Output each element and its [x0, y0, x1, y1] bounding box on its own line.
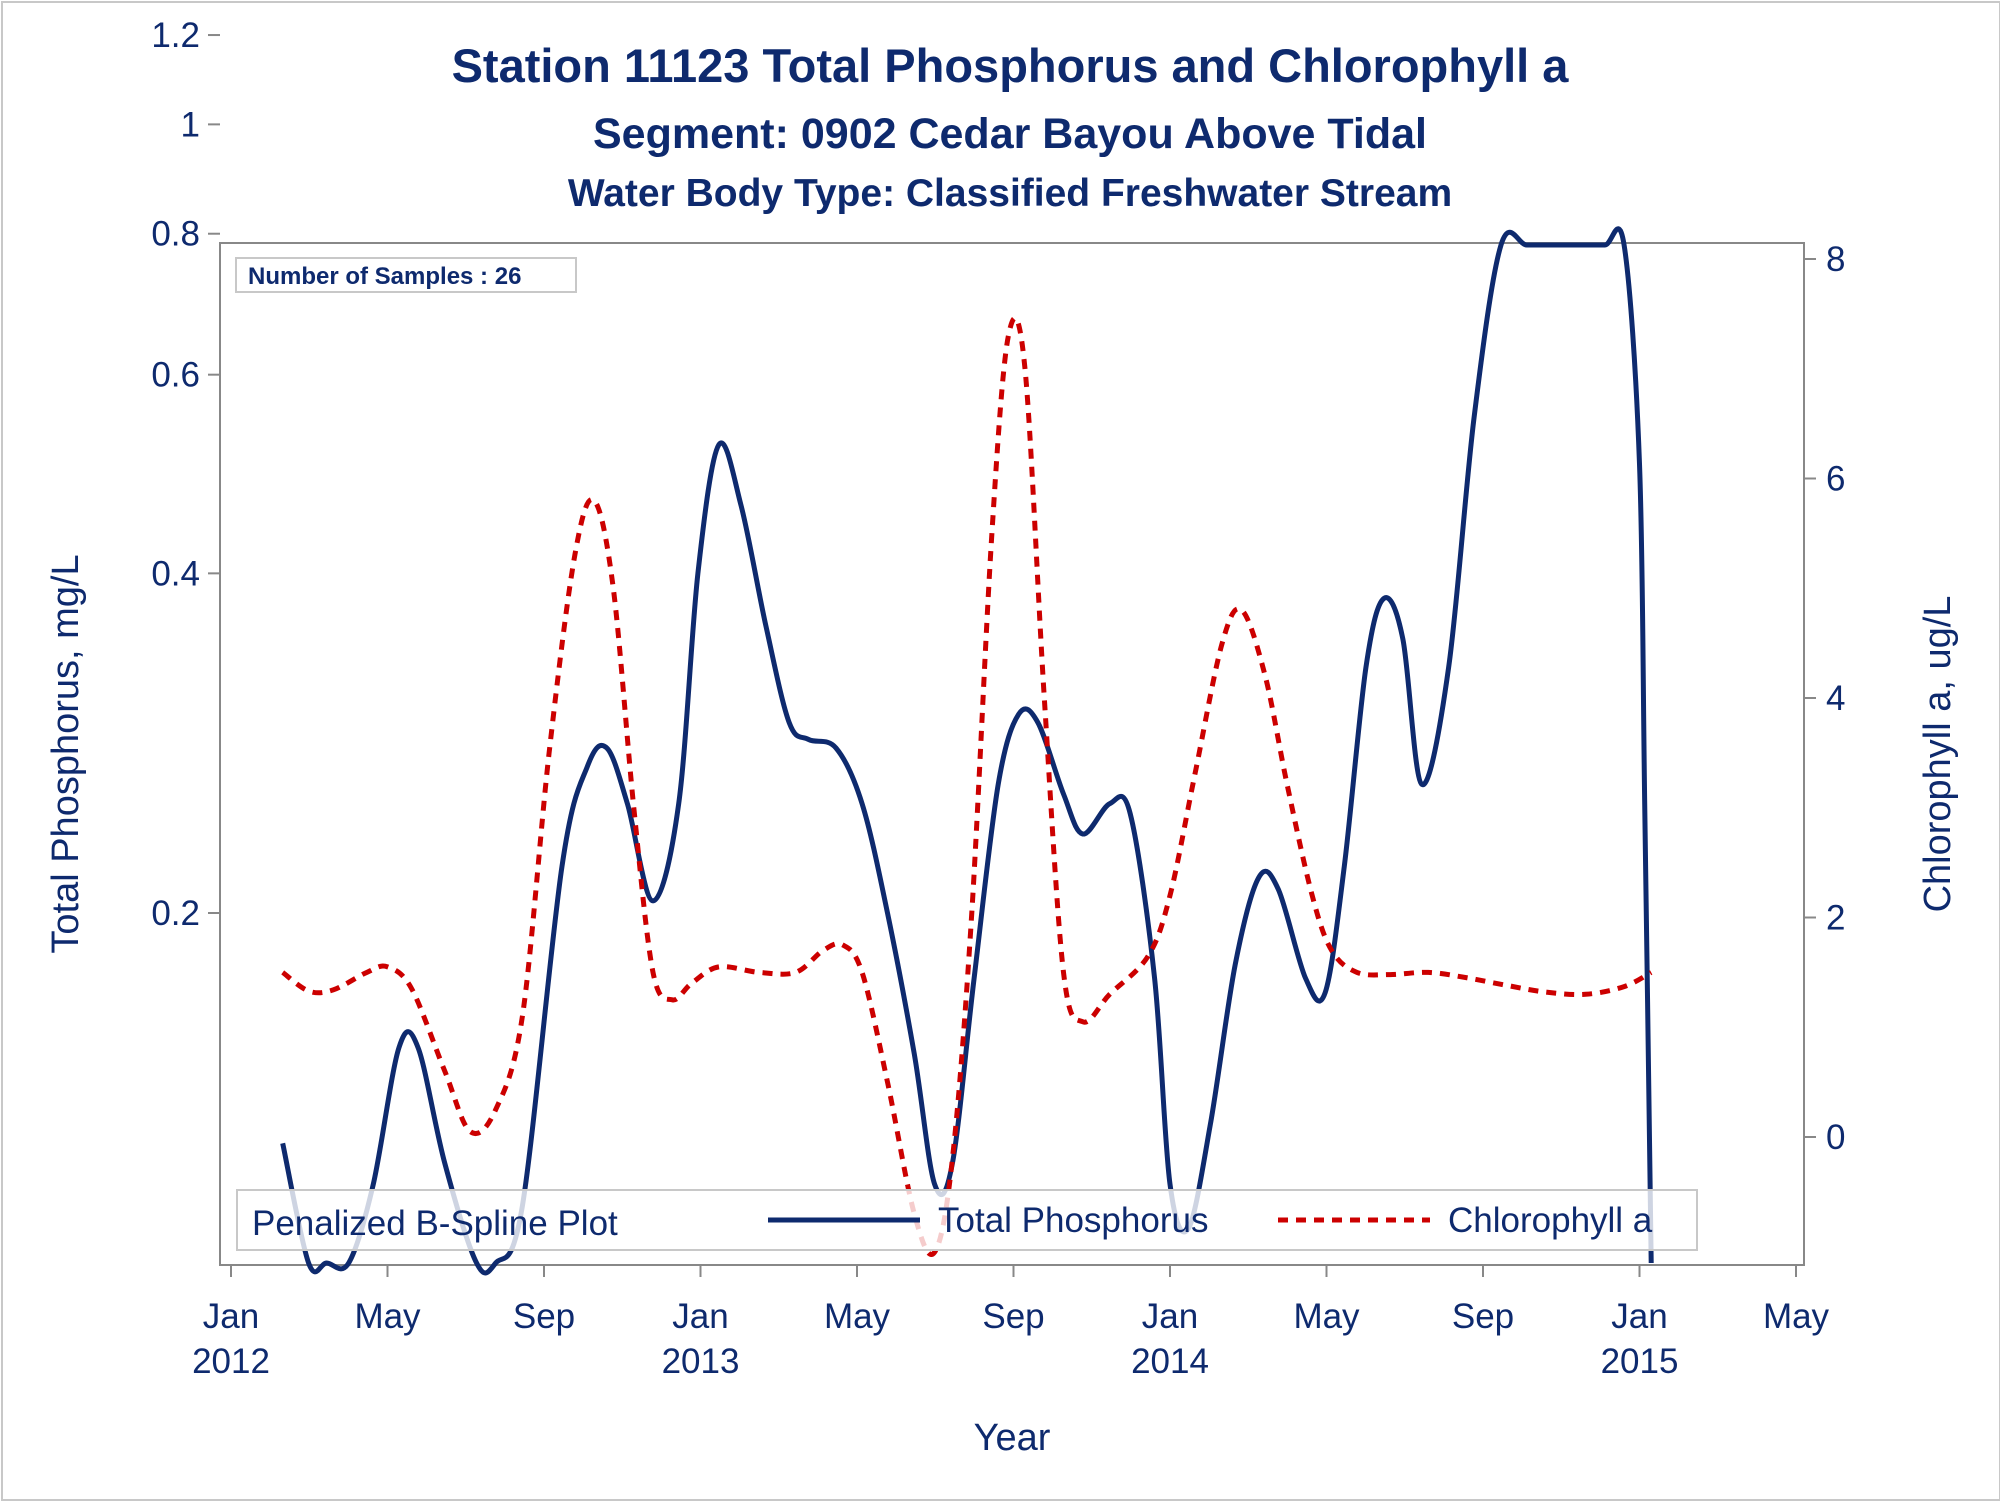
y-right-tick-label: 2	[1826, 899, 1845, 938]
x-tick-label-month: Jan	[1142, 1297, 1198, 1336]
x-tick-label-year: 2012	[192, 1342, 270, 1381]
series-line-chlorophyll	[281, 315, 1653, 1257]
y-right-tick-label: 0	[1826, 1118, 1845, 1157]
chart-subtitle-segment: Segment: 0902 Cedar Bayou Above Tidal	[593, 110, 1427, 158]
x-tick-label-year: 2014	[1131, 1342, 1209, 1381]
x-tick-label-month: Sep	[513, 1297, 575, 1336]
x-tick-label-year: 2013	[662, 1342, 740, 1381]
y-axis-left-label: Total Phosphorus, mg/L	[45, 554, 87, 953]
y-left-tick-label: 0.8	[151, 215, 200, 254]
x-tick-label-month: Sep	[982, 1297, 1044, 1336]
series-layer	[280, 226, 1654, 1276]
legend-title: Penalized B-Spline Plot	[252, 1204, 618, 1243]
y-left-tick-label: 0.6	[151, 356, 200, 395]
legend-label-total-phosphorus: Total Phosphorus	[938, 1201, 1208, 1240]
y-axis-right: 0 2 4 6 8	[1804, 240, 1845, 1157]
legend-label-chlorophyll: Chlorophyll a	[1448, 1201, 1653, 1240]
series-line-total-phosphorus	[280, 226, 1654, 1276]
samples-inset-text: Number of Samples : 26	[248, 263, 521, 290]
chart-title: Station 11123 Total Phosphorus and Chlor…	[452, 39, 1570, 92]
x-tick-label-month: Jan	[1611, 1297, 1667, 1336]
y-axis-right-label: Chlorophyll a, ug/L	[1917, 596, 1959, 913]
y-left-tick-label: 1	[181, 105, 200, 144]
x-tick-label-month: May	[1293, 1297, 1360, 1336]
y-right-tick-label: 4	[1826, 679, 1845, 718]
y-right-tick-label: 6	[1826, 460, 1845, 499]
y-left-tick-label: 0.2	[151, 894, 200, 933]
legend-box	[236, 1189, 1698, 1251]
x-tick-label-month: May	[824, 1297, 891, 1336]
samples-inset-box	[235, 257, 577, 293]
x-axis: Jan 2012 May Sep Jan 2013 May Sep Jan 2014 May Sep J…	[192, 1265, 1830, 1381]
plot-area	[219, 242, 1805, 1266]
y-axis-left: 0.20.40.60.811.21.6	[151, 16, 220, 933]
x-tick-label-month: Jan	[672, 1297, 728, 1336]
x-tick-label-month: Jan	[203, 1297, 259, 1336]
y-left-tick-label: 1.2	[151, 16, 200, 55]
x-tick-label-year: 2015	[1601, 1342, 1679, 1381]
x-tick-label-month: May	[1763, 1297, 1830, 1336]
legend: Penalized B-Spline Plot Total Phosphorus…	[236, 1189, 1698, 1251]
x-axis-label: Year	[974, 1417, 1051, 1459]
x-tick-label-month: Sep	[1452, 1297, 1514, 1336]
y-left-tick-label: 0.4	[151, 554, 200, 593]
x-tick-label-month: May	[354, 1297, 421, 1336]
y-right-tick-label: 8	[1826, 240, 1845, 279]
chart-subtitle-water-body: Water Body Type: Classified Freshwater S…	[568, 172, 1452, 215]
